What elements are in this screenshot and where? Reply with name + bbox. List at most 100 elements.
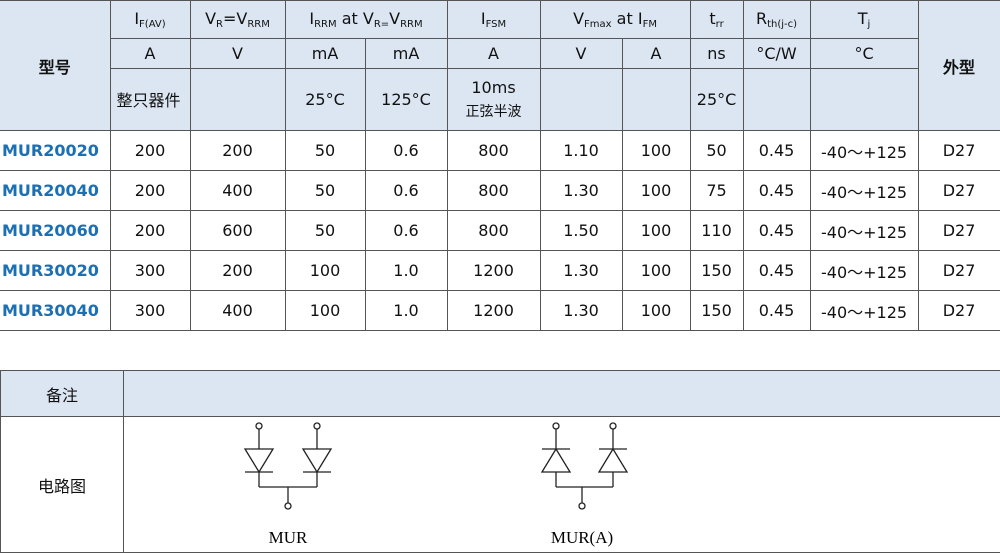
model-cell: MUR20060 [0, 211, 110, 251]
value-cell: 100 [622, 211, 690, 251]
header-cell: 125°C [365, 69, 447, 131]
header-cell: 外型 [918, 1, 1000, 131]
value-cell: 50 [285, 171, 365, 211]
header-cell: VR=VRRM [190, 1, 285, 39]
subscript: R [216, 19, 223, 30]
cell-line: 10ms [448, 78, 540, 97]
header-cell: IFSM [447, 1, 540, 39]
value-cell: 200 [110, 131, 190, 171]
value-cell: 50 [690, 131, 743, 171]
header-cell: 25°C [285, 69, 365, 131]
value-cell: -40～+125 [810, 251, 918, 291]
value-cell: 100 [285, 251, 365, 291]
value-cell: 100 [622, 171, 690, 211]
value-cell: 600 [190, 211, 285, 251]
subscript: FSM [486, 19, 507, 30]
value-cell: 300 [110, 251, 190, 291]
value-cell: 1.0 [365, 291, 447, 331]
cell-line: 正弦半波 [448, 101, 540, 121]
value-cell: 1.30 [540, 171, 622, 211]
unit-cell: A [110, 39, 190, 69]
value-cell: 300 [110, 291, 190, 331]
value-cell: 0.6 [365, 211, 447, 251]
value-cell: 100 [622, 131, 690, 171]
circuit-cell: MUR MUR(A) [124, 417, 1000, 553]
value-cell: 800 [447, 131, 540, 171]
header-text: V [573, 9, 584, 28]
subscript: RRM [314, 19, 337, 30]
notes-cell [124, 371, 1000, 417]
header-cell [622, 69, 690, 131]
header-cell: IRRM at VR=VRRM [285, 1, 447, 39]
value-cell: D27 [918, 171, 1000, 211]
subscript: FM [643, 19, 657, 30]
value-cell: 1.10 [540, 131, 622, 171]
subscript: R= [374, 19, 389, 30]
unit-cell: A [447, 39, 540, 69]
model-cell: MUR20040 [0, 171, 110, 211]
subscript: F(AV) [139, 19, 166, 30]
value-cell: 1200 [447, 291, 540, 331]
circuit-label: 电路图 [1, 417, 124, 553]
header-cell: Rth(j-c) [743, 1, 810, 39]
unit-cell: V [540, 39, 622, 69]
model-cell: MUR30020 [0, 251, 110, 291]
circuit-name: MUR(A) [551, 528, 613, 547]
value-cell: 400 [190, 291, 285, 331]
unit-cell: °C [810, 39, 918, 69]
value-cell: 50 [285, 131, 365, 171]
header-cell: 整只器件 [110, 69, 190, 131]
value-cell: -40～+125 [810, 131, 918, 171]
circuit-mur [245, 423, 331, 509]
unit-cell: mA [285, 39, 365, 69]
model-cell: MUR30040 [0, 291, 110, 331]
value-cell: 1.30 [540, 291, 622, 331]
circuit-diagrams: MUR MUR(A) [124, 417, 999, 551]
model-cell: MUR20020 [0, 131, 110, 171]
value-cell: 50 [285, 211, 365, 251]
value-cell: 0.45 [743, 211, 810, 251]
value-cell: 0.45 [743, 171, 810, 211]
value-cell: 0.45 [743, 251, 810, 291]
value-cell: 0.45 [743, 291, 810, 331]
value-cell: 150 [690, 291, 743, 331]
spec-table: 型号 IF(AV) VR=VRRM IRRM at VR=VRRM IFSM V… [0, 0, 1000, 331]
unit-cell: V [190, 39, 285, 69]
subscript: Fmax [584, 19, 612, 30]
value-cell: 800 [447, 171, 540, 211]
value-cell: 400 [190, 171, 285, 211]
header-cell: VFmax at IFM [540, 1, 690, 39]
value-cell: 75 [690, 171, 743, 211]
value-cell: D27 [918, 211, 1000, 251]
unit-cell: °C/W [743, 39, 810, 69]
header-text: R [756, 9, 767, 28]
value-cell: 100 [622, 291, 690, 331]
value-cell: -40～+125 [810, 211, 918, 251]
subscript: rr [716, 19, 724, 30]
value-cell: -40～+125 [810, 291, 918, 331]
value-cell: D27 [918, 251, 1000, 291]
value-cell: 1200 [447, 251, 540, 291]
header-cell: 型号 [0, 1, 110, 131]
circuit-mur-a [542, 423, 627, 509]
value-cell: 100 [622, 251, 690, 291]
value-cell: 200 [110, 211, 190, 251]
subscript: th(j-c) [767, 19, 797, 30]
value-cell: 200 [190, 251, 285, 291]
value-cell: D27 [918, 131, 1000, 171]
subscript: RRM [400, 19, 423, 30]
subscript: RRM [247, 19, 270, 30]
header-cell: trr [690, 1, 743, 39]
value-cell: 200 [110, 171, 190, 211]
notes-table: 备注 电路图 MUR MUR(A) [0, 370, 1000, 553]
value-cell: -40～+125 [810, 171, 918, 211]
header-text: at I [612, 9, 643, 28]
header-cell [743, 69, 810, 131]
header-text: =V [223, 9, 247, 28]
value-cell: 150 [690, 251, 743, 291]
header-cell: IF(AV) [110, 1, 190, 39]
